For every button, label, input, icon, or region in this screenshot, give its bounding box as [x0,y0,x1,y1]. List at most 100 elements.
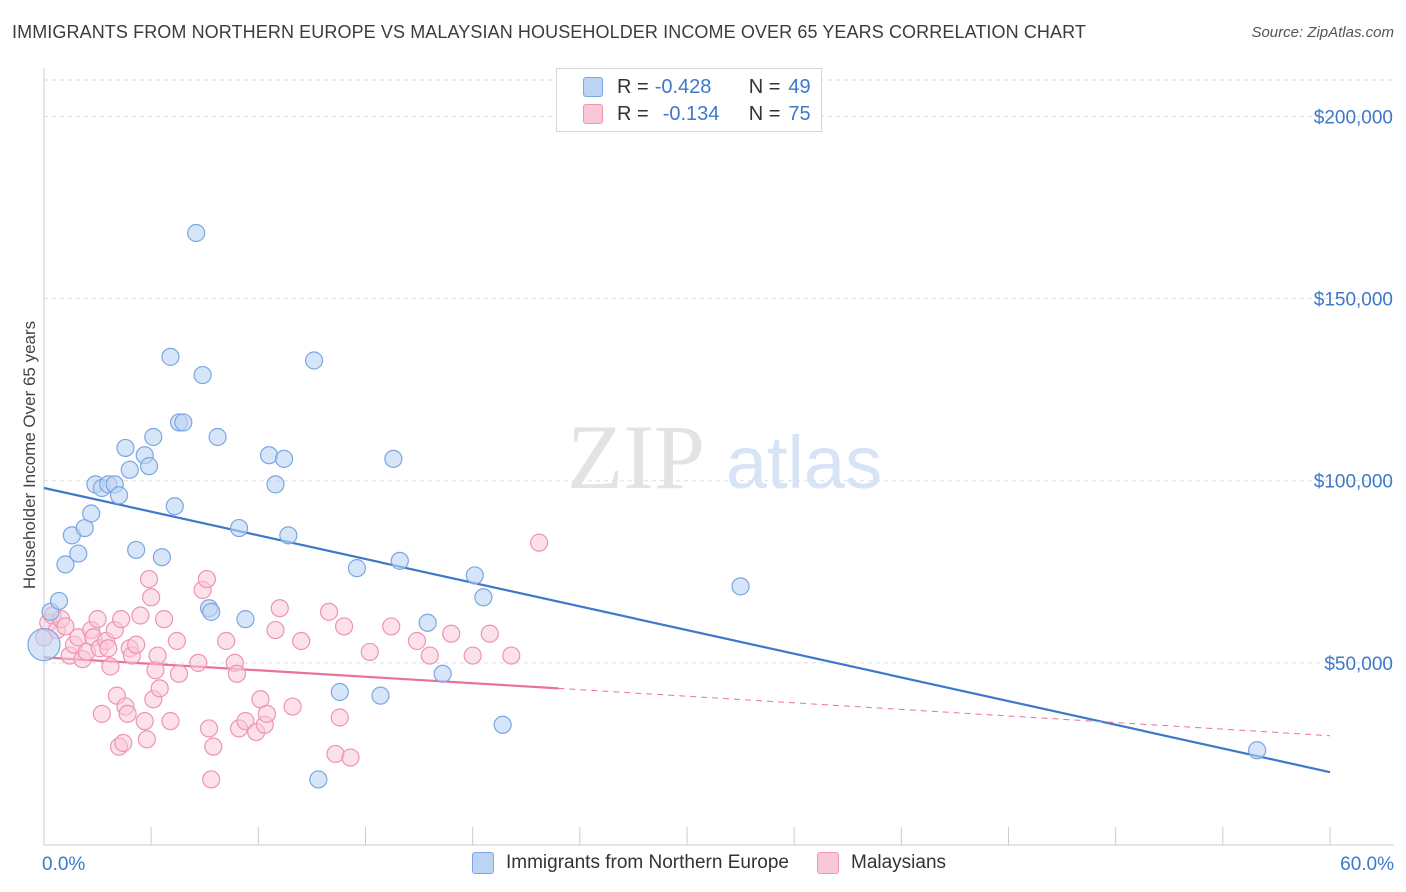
malaysians-point [442,624,461,643]
northern-europe-point [127,540,146,560]
series-legend: Immigrants from Northern Europe Malaysia… [472,852,974,874]
malaysians-point [334,617,354,636]
northern-europe-point [27,628,61,662]
malaysians-point [382,617,401,636]
northern-europe-point [433,664,452,683]
malaysians-point [480,624,499,643]
northern-europe-point [279,526,298,545]
watermark-atlas: atlas [726,421,882,504]
northern-europe-trend-line [43,486,1331,774]
legend-row-malaysians: R = -0.134 N = 75 [583,102,811,126]
malaysians-point [217,631,236,651]
malaysians-point [169,664,189,683]
malaysians-point [420,646,439,665]
northern-europe-point [208,427,227,447]
northern-europe-point [304,351,324,370]
northern-europe-point [390,551,409,570]
northern-europe-point [731,577,750,596]
series-legend-northern-europe[interactable]: Immigrants from Northern Europe [472,852,789,874]
northern-europe-point [56,555,75,574]
malaysians-point [360,642,379,662]
malaysians-point [88,610,107,629]
y-tick-label: $150,000 [1314,290,1393,311]
malaysians-point [139,569,159,589]
x-tick-label-max: 60.0% [1340,854,1394,875]
malaysians-point [114,733,133,753]
malaysians-point [283,697,302,716]
series-swatch-pink [817,852,839,874]
y-tick-label: $200,000 [1314,107,1393,128]
malaysians-point [530,533,549,552]
northern-europe-point [120,460,139,479]
northern-europe-point [109,486,129,505]
malaysians-point [330,708,349,727]
malaysians-point [127,635,146,654]
northern-europe-point [69,544,88,563]
malaysians-point [99,639,118,658]
malaysians-point [189,653,208,672]
malaysians-point [150,679,169,698]
northern-europe-point [161,347,180,366]
northern-europe-point [493,715,512,734]
malaysians-point [148,646,167,665]
northern-europe-point [330,682,349,702]
legend-r-label: R = [617,75,649,98]
y-tick-label: $100,000 [1314,472,1393,493]
northern-europe-point [418,613,437,632]
northern-europe-point [229,518,249,538]
malaysians-point [341,748,360,767]
malaysians-point [204,737,223,756]
malaysians-point [142,588,161,607]
northern-europe-point [309,770,328,789]
malaysians-point [197,569,216,589]
northern-europe-point [1248,741,1267,760]
legend-row-northern-europe: R = -0.428 N = 49 [583,75,811,99]
northern-europe-point [202,602,221,621]
series-swatch-blue [472,852,494,874]
malaysians-point [236,712,255,731]
malaysians-point [227,664,246,683]
malaysians-point [131,606,150,625]
chart-source: Source: ZipAtlas.com [1251,24,1394,41]
legend-n-value: 49 [788,75,811,98]
legend-r-value: -0.428 [654,75,712,98]
x-tick-label-min: 0.0% [42,854,85,875]
northern-europe-point [474,588,493,607]
northern-europe-point [82,504,101,523]
malaysians-point [202,770,221,789]
northern-europe-point [259,446,279,465]
northern-europe-point [165,497,184,516]
series-legend-malaysians[interactable]: Malaysians [817,852,946,874]
northern-europe-point [144,427,163,447]
malaysians-point [161,712,180,731]
malaysians-point [502,646,521,665]
northern-europe-point [152,548,171,567]
legend-swatch-blue [583,77,603,97]
malaysians-point [326,744,345,764]
malaysians-trend-line [43,656,559,690]
malaysians-point [257,704,277,723]
malaysians-point [292,631,311,651]
northern-europe-point [266,475,285,494]
malaysians-point [101,657,120,676]
malaysians-point [199,719,219,738]
malaysians-point [407,631,427,651]
malaysians-point [167,631,186,651]
watermark: ZIP atlas [567,406,882,508]
northern-europe-point [174,413,193,432]
northern-europe-point [347,559,367,578]
correlation-legend: R = -0.428 N = 49 R = -0.134 N = 75 [556,68,822,132]
northern-europe-point [116,438,135,458]
y-tick-label: $50,000 [1324,654,1393,675]
malaysians-point [92,704,111,723]
northern-europe-point [193,365,212,385]
legend-n-value: 75 [788,102,811,125]
northern-europe-point [384,449,403,468]
malaysians-point [266,620,285,640]
chart-title: IMMIGRANTS FROM NORTHERN EUROPE VS MALAY… [12,22,1087,42]
northern-europe-point [274,449,294,468]
malaysians-point [112,610,131,629]
malaysians-point [270,599,289,618]
y-axis-label: Householder Income Over 65 years [20,320,39,590]
legend-n-label: N = [748,75,781,98]
